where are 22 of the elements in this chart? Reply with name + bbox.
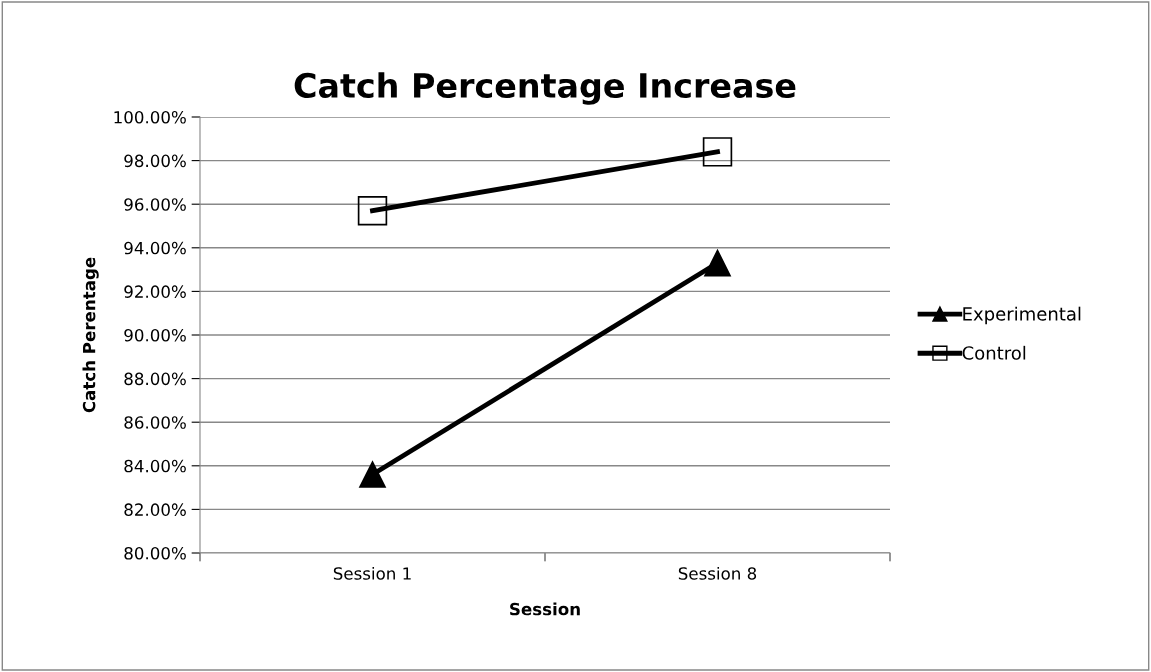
y-tick-label: 94.00% xyxy=(124,241,186,255)
chart-title: Catch Percentage Increase xyxy=(294,72,796,105)
legend-label: Experimental xyxy=(963,306,1081,325)
y-tick-label: 88.00% xyxy=(124,372,186,386)
y-tick-label: 82.00% xyxy=(124,503,186,516)
y-tick-label: 98.00% xyxy=(124,154,186,168)
y-axis-title: Catch Perentage xyxy=(82,257,99,413)
y-tick-label: 90.00% xyxy=(124,328,186,342)
x-tick-label: Session 1 xyxy=(333,566,411,580)
y-tick-label: 100.00% xyxy=(114,110,186,124)
y-tick-label: 80.00% xyxy=(124,546,186,560)
point xyxy=(704,249,731,277)
x-axis-title: Session xyxy=(510,602,580,616)
legend-label: Control xyxy=(962,345,1026,360)
y-tick-label: 84.00% xyxy=(124,459,186,473)
y-tick-label: 86.00% xyxy=(124,416,186,429)
point xyxy=(702,137,733,167)
point xyxy=(359,461,386,488)
y-tick-label: 92.00% xyxy=(124,285,186,298)
y-tick-label: 96.00% xyxy=(124,198,186,211)
x-tick-label: Session 8 xyxy=(678,566,757,580)
point xyxy=(357,196,388,226)
